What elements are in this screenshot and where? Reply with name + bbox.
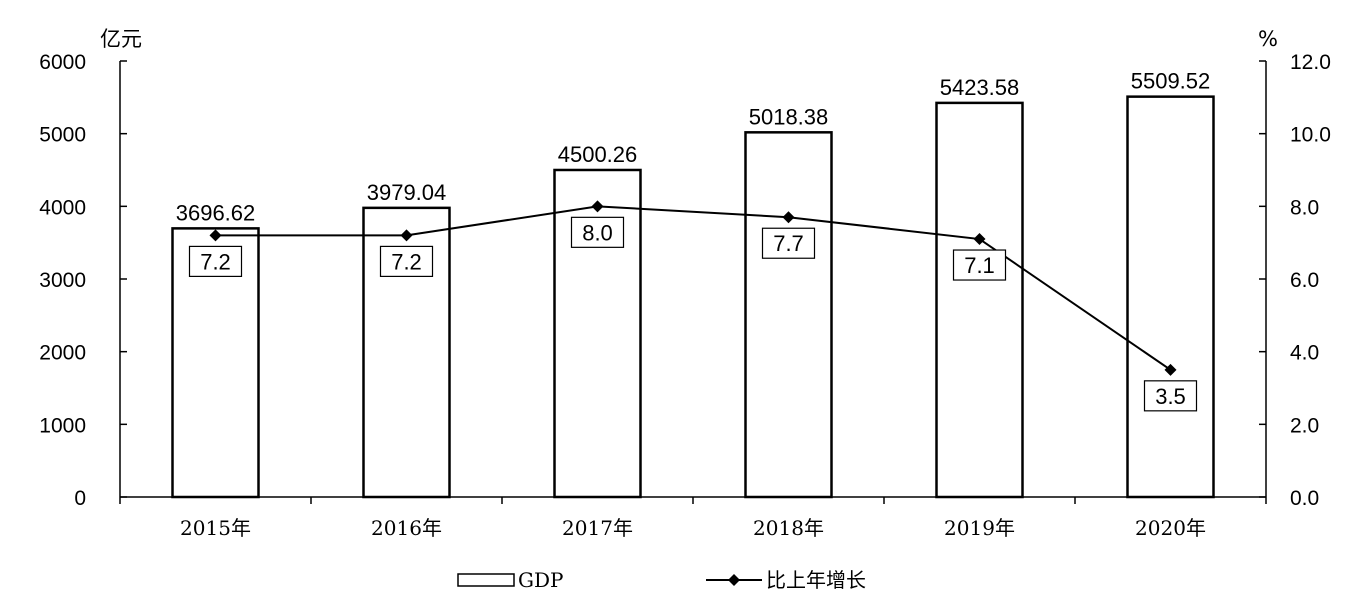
- gdp-bars: [171, 95, 1215, 499]
- growth-value-label: 7.7: [773, 231, 804, 256]
- growth-label-box: [570, 216, 625, 248]
- right-tick-label: 6.0: [1290, 269, 1319, 292]
- growth-line: [209, 200, 1177, 376]
- data-labels: 3696.62 3979.04 4500.26 5018.38 5423.58 5509.…: [176, 69, 1211, 412]
- gdp-bar: [935, 101, 1024, 499]
- left-tick-label: 4000: [39, 196, 86, 219]
- legend-growth-marker: [728, 574, 740, 586]
- x-tick-label: 2020年: [1135, 516, 1206, 540]
- growth-label-box: [952, 249, 1007, 281]
- left-tick-label: 1000: [39, 414, 86, 437]
- gdp-value-label: 5509.52: [1131, 69, 1211, 94]
- left-tick-label: 6000: [39, 51, 86, 74]
- growth-marker: [782, 211, 795, 224]
- legend-growth-label: 比上年增长: [766, 568, 866, 592]
- left-tick-label: 3000: [39, 269, 86, 292]
- x-tick-label: 2018年: [753, 516, 824, 540]
- growth-label-box: [188, 245, 243, 277]
- right-tick-label: 12.0: [1290, 51, 1331, 74]
- growth-marker: [1164, 363, 1177, 376]
- left-tick-label: 5000: [39, 124, 86, 147]
- right-tick-label: 2.0: [1290, 414, 1319, 437]
- right-tick-label: 8.0: [1290, 196, 1319, 219]
- growth-label-box: [379, 245, 434, 277]
- x-tick-label: 2017年: [562, 516, 633, 540]
- growth-marker: [209, 229, 222, 242]
- growth-marker: [973, 233, 986, 246]
- gdp-value-label: 3979.04: [367, 180, 447, 205]
- growth-value-label: 7.2: [391, 249, 422, 274]
- left-axis-unit: 亿元: [100, 27, 142, 51]
- gdp-bar: [1126, 95, 1215, 499]
- growth-line-path: [215, 205, 1172, 371]
- growth-value-label: 3.5: [1155, 384, 1186, 409]
- gdp-bar: [744, 131, 833, 499]
- legend: GDP 比上年增长: [457, 568, 866, 592]
- right-axis-unit: %: [1258, 27, 1278, 51]
- legend-gdp-label: GDP: [518, 568, 563, 592]
- gdp-value-label: 5018.38: [749, 104, 829, 129]
- growth-label-box: [1143, 380, 1198, 412]
- x-tick-label: 2015年: [180, 516, 251, 540]
- growth-label-box: [761, 227, 816, 259]
- growth-value-label: 8.0: [582, 220, 613, 245]
- axes: 0 1000 2000 3000 4000 5000 6000 0.0 2.0 4.0 6.0 8.0…: [39, 51, 1331, 540]
- x-tick-label: 2019年: [944, 516, 1015, 540]
- gdp-value-label: 5423.58: [940, 75, 1020, 100]
- x-tick-label: 2016年: [371, 516, 442, 540]
- growth-value-label: 7.1: [964, 253, 995, 278]
- right-tick-label: 0.0: [1290, 487, 1319, 510]
- gdp-value-label: 4500.26: [558, 142, 638, 167]
- left-tick-label: 0: [74, 487, 86, 510]
- right-tick-label: 4.0: [1290, 342, 1319, 365]
- growth-marker: [400, 229, 413, 242]
- growth-marker: [591, 200, 604, 213]
- legend-gdp-swatch: [457, 573, 515, 587]
- growth-value-label: 7.2: [200, 249, 231, 274]
- gdp-value-label: 3696.62: [176, 200, 256, 225]
- left-tick-label: 2000: [39, 342, 86, 365]
- right-tick-label: 10.0: [1290, 124, 1331, 147]
